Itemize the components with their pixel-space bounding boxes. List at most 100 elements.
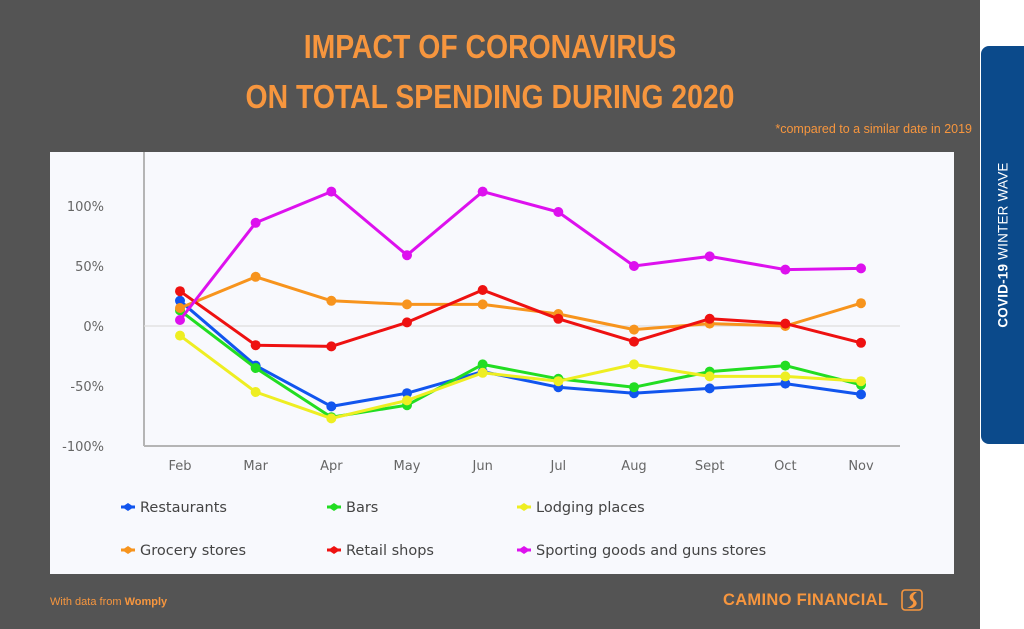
series-retail-shops	[175, 285, 866, 352]
legend-label: Sporting goods and guns stores	[536, 543, 766, 559]
data-point[interactable]	[402, 395, 412, 406]
legend-label: Lodging places	[536, 500, 645, 516]
data-point[interactable]	[780, 318, 791, 329]
series-line	[178, 190, 862, 321]
legend-item[interactable]: Restaurants	[121, 500, 227, 516]
chart-axes	[143, 152, 900, 447]
legend-item[interactable]: Retail shops	[327, 543, 434, 559]
y-tick-label: -50%	[70, 380, 104, 395]
data-point[interactable]	[402, 299, 412, 310]
data-point[interactable]	[326, 341, 337, 352]
data-point[interactable]	[175, 330, 185, 341]
data-point[interactable]	[780, 378, 791, 389]
data-point[interactable]	[402, 317, 412, 328]
data-point[interactable]	[326, 186, 337, 197]
x-tick-label: Mar	[243, 459, 268, 474]
x-tick-label: Aug	[621, 459, 646, 474]
x-tick-label: Feb	[168, 459, 191, 474]
y-tick-label: 0%	[83, 320, 104, 335]
data-point[interactable]	[780, 371, 791, 382]
data-point[interactable]	[704, 313, 715, 324]
series-lodging-places	[175, 330, 866, 424]
chart-legend: Restaurants Bars Lodging places Grocery sto…	[121, 500, 766, 559]
series-restaurants	[175, 295, 866, 412]
legend-item[interactable]: Sporting goods and guns stores	[517, 543, 766, 559]
data-point[interactable]	[250, 340, 261, 351]
data-point[interactable]	[402, 388, 412, 399]
series-line	[179, 299, 862, 408]
data-point[interactable]	[175, 315, 185, 325]
data-point[interactable]	[477, 299, 488, 310]
legend-label: Grocery stores	[140, 543, 246, 559]
data-point[interactable]	[629, 336, 639, 347]
series-line	[179, 288, 862, 348]
data-point[interactable]	[856, 376, 866, 387]
y-tick-labels: 100% 50% 0% -50% -100%	[62, 200, 104, 455]
x-tick-label: Jun	[472, 459, 493, 474]
legend-label: Retail shops	[346, 543, 434, 559]
data-point[interactable]	[780, 264, 791, 275]
legend-item[interactable]: Lodging places	[517, 500, 645, 516]
chart-card: 100% 50% 0% -50% -100% Feb Mar Apr May Jun Jul Aug…	[50, 152, 954, 574]
side-tab-label: COVID-19 WINTER WAVE	[995, 162, 1010, 328]
title-line-2: ON TOTAL SPENDING DURING 2020	[245, 78, 735, 115]
data-source-name: Womply	[124, 596, 168, 608]
data-point[interactable]	[629, 382, 639, 393]
data-point[interactable]	[704, 251, 715, 262]
series-line	[179, 275, 862, 332]
y-tick-label: -100%	[62, 440, 104, 455]
chart-series	[175, 186, 866, 424]
series-line	[179, 334, 862, 420]
series-line	[179, 309, 862, 419]
data-point[interactable]	[250, 387, 261, 397]
data-point[interactable]	[477, 186, 488, 197]
data-point[interactable]	[326, 295, 337, 306]
x-tick-label: Jul	[549, 459, 566, 474]
series-sporting-goods-and-guns-stores	[175, 186, 866, 325]
camino-road-logo-icon	[901, 589, 923, 611]
side-tab-covid-winter-wave[interactable]: COVID-19 WINTER WAVE	[981, 46, 1024, 444]
data-point[interactable]	[250, 271, 261, 282]
legend-label: Restaurants	[140, 500, 227, 516]
x-tick-label: Sept	[695, 459, 725, 474]
data-point[interactable]	[250, 217, 261, 228]
comparison-note: *compared to a similar date in 2019	[775, 122, 972, 136]
x-tick-label: May	[394, 459, 421, 474]
x-tick-label: Nov	[848, 459, 874, 474]
data-source-prefix: With data from	[50, 596, 125, 608]
data-point[interactable]	[629, 261, 639, 271]
data-point[interactable]	[477, 359, 488, 370]
data-point[interactable]	[175, 303, 185, 313]
data-point[interactable]	[629, 359, 639, 370]
data-point[interactable]	[477, 285, 488, 295]
data-point[interactable]	[326, 401, 337, 412]
data-point[interactable]	[856, 263, 866, 274]
data-point[interactable]	[553, 207, 564, 217]
y-tick-label: 50%	[75, 260, 104, 275]
legend-item[interactable]: Grocery stores	[121, 543, 246, 559]
brand-name: CAMINO FINANCIAL	[723, 591, 889, 609]
line-chart: 100% 50% 0% -50% -100% Feb Mar Apr May Jun Jul Aug…	[62, 152, 900, 559]
data-point[interactable]	[856, 337, 866, 348]
data-point[interactable]	[175, 286, 185, 297]
y-tick-label: 100%	[67, 200, 104, 215]
data-point[interactable]	[629, 324, 639, 335]
data-point[interactable]	[856, 389, 866, 400]
data-point[interactable]	[553, 376, 564, 387]
data-point[interactable]	[704, 383, 715, 394]
data-point[interactable]	[250, 363, 261, 373]
data-source: With data from Womply	[50, 596, 167, 608]
data-point[interactable]	[704, 371, 715, 382]
legend-item[interactable]: Bars	[327, 500, 378, 516]
data-point[interactable]	[326, 413, 337, 424]
data-point[interactable]	[477, 367, 488, 378]
x-tick-label: Apr	[320, 459, 343, 474]
legend-label: Bars	[346, 500, 378, 516]
data-point[interactable]	[553, 313, 564, 324]
data-point[interactable]	[856, 298, 866, 309]
x-tick-labels: Feb Mar Apr May Jun Jul Aug Sept Oct Nov	[168, 459, 874, 474]
data-point[interactable]	[175, 295, 185, 306]
x-tick-label: Oct	[774, 459, 796, 474]
data-point[interactable]	[402, 250, 412, 261]
data-point[interactable]	[780, 360, 791, 371]
